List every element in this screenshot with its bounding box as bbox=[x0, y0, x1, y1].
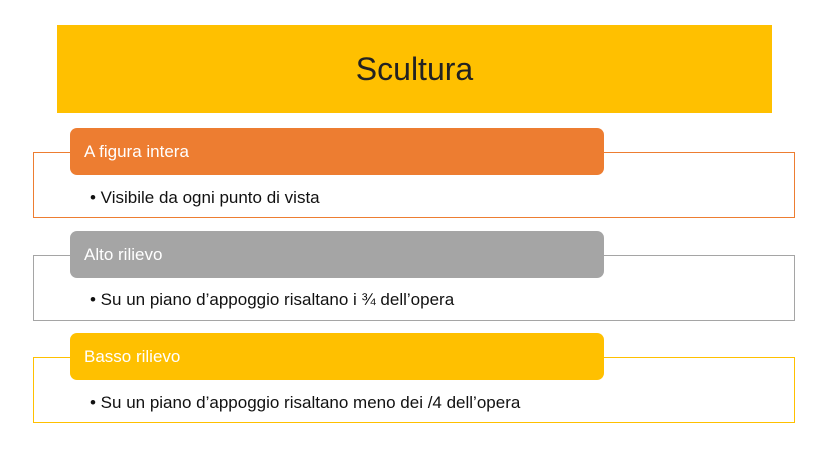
item-bullet-3: • Su un piano d’appoggio risaltano meno … bbox=[90, 393, 521, 412]
item-header-3: Basso rilievo bbox=[70, 333, 604, 380]
item-header-2: Alto rilievo bbox=[70, 231, 604, 278]
item-bullet-1: • Visibile da ogni punto di vista bbox=[90, 188, 320, 207]
slide-title: Scultura bbox=[57, 25, 772, 113]
item-header-1: A figura intera bbox=[70, 128, 604, 175]
item-bullet-2: • Su un piano d’appoggio risaltano i ¾ d… bbox=[90, 290, 455, 309]
